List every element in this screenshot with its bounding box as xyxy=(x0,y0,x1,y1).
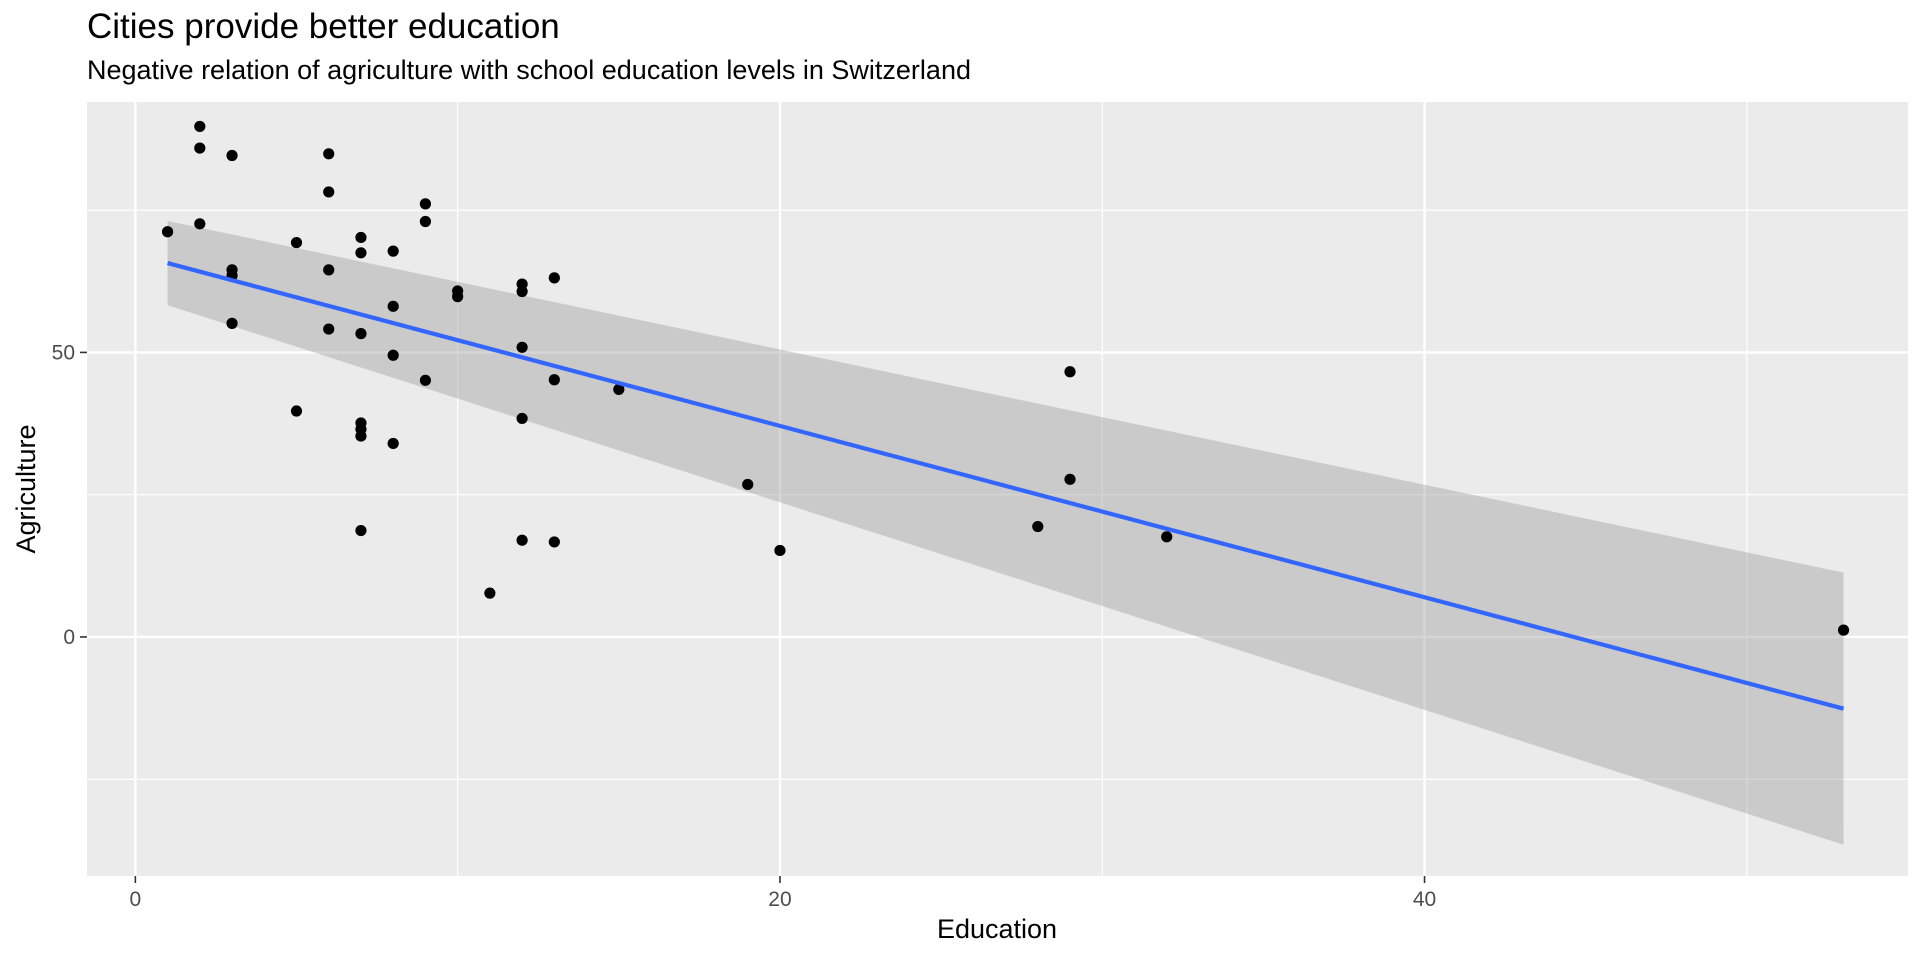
data-point xyxy=(194,218,206,230)
data-point xyxy=(323,148,335,160)
data-point xyxy=(355,328,367,340)
data-point xyxy=(355,231,367,244)
data-point xyxy=(1161,531,1173,543)
data-point xyxy=(613,383,625,396)
data-point xyxy=(419,374,432,386)
data-point xyxy=(516,341,528,353)
data-point xyxy=(323,264,335,276)
y-tick-label: 0 xyxy=(63,626,75,649)
data-point xyxy=(323,186,335,198)
data-point xyxy=(226,317,238,329)
y-axis: 0 50 xyxy=(52,341,87,649)
confidence-band xyxy=(167,220,1844,845)
data-point xyxy=(387,349,399,361)
data-point xyxy=(774,544,786,557)
data-point xyxy=(484,587,496,599)
data-point xyxy=(1837,624,1850,636)
data-point xyxy=(516,534,528,546)
data-point xyxy=(387,437,399,450)
data-point xyxy=(226,149,238,162)
x-tick-label: 0 xyxy=(130,888,142,911)
data-point xyxy=(516,285,528,298)
data-point xyxy=(1064,366,1076,378)
data-point xyxy=(226,264,238,276)
data-point xyxy=(516,412,528,425)
data-point xyxy=(548,272,560,284)
data-point xyxy=(548,536,560,548)
x-tick-label: 40 xyxy=(1413,888,1436,911)
x-axis: 0 20 40 xyxy=(130,876,1436,911)
regression-line xyxy=(167,261,1845,711)
data-point xyxy=(290,405,303,417)
data-point xyxy=(452,285,464,297)
chart-title: Cities provide better education xyxy=(87,7,560,46)
data-point xyxy=(323,323,335,335)
data-point xyxy=(355,247,367,259)
data-point xyxy=(355,417,367,429)
y-axis-title: Agriculture xyxy=(11,424,41,553)
y-tick-label: 50 xyxy=(52,341,75,364)
data-point xyxy=(742,478,754,491)
plot-panel xyxy=(87,102,1908,876)
minor-gridlines xyxy=(87,102,1908,876)
data-point xyxy=(387,300,399,312)
data-point xyxy=(1032,520,1044,533)
data-point xyxy=(355,524,367,537)
data-point xyxy=(194,142,206,154)
x-tick-label: 20 xyxy=(768,888,791,911)
x-axis-title: Education xyxy=(937,914,1057,944)
data-point xyxy=(194,120,206,133)
chart-subtitle: Negative relation of agriculture with sc… xyxy=(87,55,971,85)
data-point xyxy=(290,236,303,249)
data-point xyxy=(161,226,174,238)
data-point xyxy=(548,374,560,386)
confidence-band-layer xyxy=(167,220,1844,845)
data-points xyxy=(161,120,1850,636)
data-point xyxy=(355,430,367,442)
data-point xyxy=(387,245,399,257)
fit-line-layer xyxy=(167,261,1845,711)
data-point xyxy=(419,215,432,228)
data-point xyxy=(419,198,432,210)
data-point xyxy=(1064,473,1076,485)
